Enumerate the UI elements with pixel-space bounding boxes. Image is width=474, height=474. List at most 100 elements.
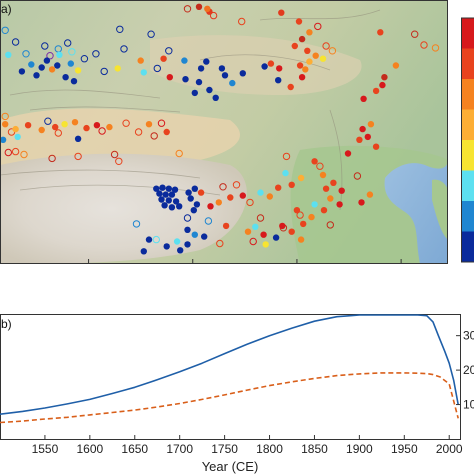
site-marker-open	[282, 152, 291, 161]
map-panel-label: a)	[1, 2, 12, 16]
x-tick-label: 1700	[166, 442, 193, 456]
site-marker-open	[134, 128, 143, 136]
site-marker	[71, 119, 79, 126]
chart-panel-label: b)	[1, 317, 12, 331]
site-marker	[358, 199, 365, 206]
site-marker	[61, 121, 68, 128]
colorbar-segment	[461, 201, 474, 232]
site-marker	[252, 223, 259, 230]
site-marker-open	[353, 172, 362, 180]
x-tick-label: 1900	[346, 442, 373, 456]
site-marker	[187, 195, 194, 202]
site-marker-open	[420, 41, 428, 49]
peninsula	[432, 179, 448, 240]
site-marker	[336, 201, 343, 208]
site-marker	[38, 126, 45, 134]
site-marker	[298, 35, 306, 43]
site-marker	[159, 184, 166, 191]
x-tick-label: 2000	[436, 442, 463, 456]
site-marker	[24, 122, 32, 129]
site-marker	[227, 194, 234, 201]
site-marker-open	[431, 44, 440, 52]
site-marker	[279, 222, 286, 230]
site-marker	[311, 158, 318, 165]
colorbar-frame	[461, 17, 474, 263]
site-marker-open	[256, 214, 265, 222]
series-line-dashed	[0, 372, 459, 424]
colorbar	[461, 17, 474, 263]
y-tick-label: 100	[463, 398, 474, 412]
colorbar-segment	[461, 231, 474, 263]
site-marker-open	[1, 112, 9, 121]
site-marker	[300, 220, 307, 228]
site-marker	[140, 69, 147, 76]
site-marker	[262, 241, 269, 248]
site-marker	[184, 226, 191, 233]
site-marker-open	[44, 117, 52, 125]
site-marker	[276, 65, 283, 72]
site-marker-open	[165, 47, 173, 55]
site-marker-open	[74, 152, 82, 161]
map-frame	[0, 0, 448, 264]
colorbar-segment	[461, 170, 474, 202]
site-marker	[14, 133, 21, 141]
site-marker	[306, 29, 313, 36]
site-marker-open	[4, 148, 13, 157]
site-marker	[145, 121, 153, 128]
site-marker	[275, 184, 282, 191]
site-marker-open	[153, 64, 162, 73]
site-marker	[244, 228, 252, 235]
site-marker-open	[204, 217, 213, 225]
x-tick-label: 1950	[391, 442, 418, 456]
site-marker	[165, 185, 172, 192]
x-tick-label: 1650	[121, 442, 148, 456]
site-marker	[308, 213, 315, 221]
site-marker-open	[216, 239, 224, 248]
site-marker-open	[132, 220, 141, 228]
site-marker	[377, 29, 384, 36]
site-marker	[257, 189, 264, 196]
site-marker-open	[68, 48, 76, 56]
site-marker	[197, 189, 205, 196]
series-line-solid	[0, 314, 459, 415]
site-marker	[83, 124, 90, 132]
site-marker	[296, 62, 304, 69]
site-marker	[295, 18, 303, 25]
site-marker	[181, 57, 188, 64]
site-marker-open	[150, 132, 158, 140]
x-tick-label: 1850	[301, 442, 328, 456]
site-marker	[185, 189, 192, 196]
site-marker	[0, 136, 7, 143]
site-marker	[52, 123, 59, 131]
site-marker	[338, 187, 345, 194]
site-marker	[172, 198, 180, 205]
site-marker	[260, 231, 267, 238]
site-marker	[275, 77, 282, 84]
site-marker	[165, 197, 172, 204]
site-marker	[222, 222, 230, 230]
site-marker	[163, 128, 170, 136]
site-marker-open	[157, 119, 166, 127]
site-marker	[166, 74, 173, 81]
site-marker	[203, 58, 210, 65]
site-marker	[344, 150, 352, 157]
site-marker	[106, 123, 113, 131]
site-marker-open	[314, 22, 322, 31]
site-marker	[190, 207, 197, 214]
site-marker-open	[11, 147, 20, 156]
site-marker-open	[46, 52, 54, 60]
site-marker-open	[238, 17, 246, 26]
tibetan-plateau	[0, 153, 247, 264]
site-marker	[304, 47, 311, 54]
site-marker	[215, 199, 222, 206]
site-marker-open	[328, 47, 337, 55]
site-marker	[28, 61, 35, 68]
site-marker-open	[183, 5, 192, 13]
colorbar-segment	[461, 18, 474, 49]
site-marker	[381, 74, 388, 81]
site-marker-open	[100, 67, 108, 76]
site-marker-open	[110, 150, 119, 159]
site-marker-open	[115, 157, 123, 166]
site-marker-open	[120, 45, 128, 53]
y-tick-label: 200	[463, 363, 474, 377]
